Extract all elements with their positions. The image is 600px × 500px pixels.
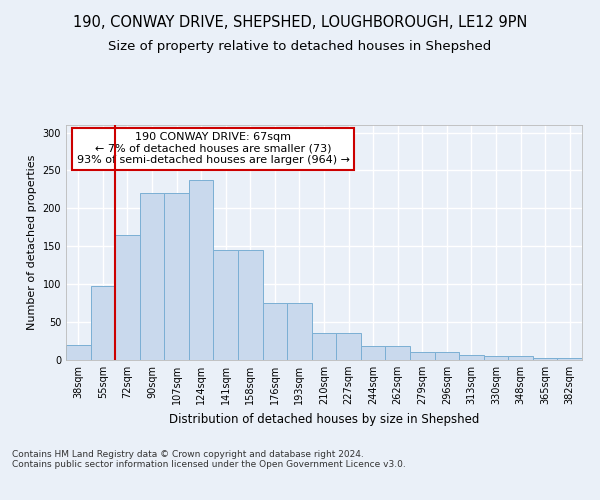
- Bar: [508, 356, 533, 360]
- Text: 190, CONWAY DRIVE, SHEPSHED, LOUGHBOROUGH, LE12 9PN: 190, CONWAY DRIVE, SHEPSHED, LOUGHBOROUG…: [73, 15, 527, 30]
- Bar: [115, 235, 140, 360]
- Bar: [312, 334, 336, 360]
- Bar: [434, 352, 459, 360]
- Bar: [533, 358, 557, 360]
- Y-axis label: Number of detached properties: Number of detached properties: [27, 155, 37, 330]
- Text: 190 CONWAY DRIVE: 67sqm
← 7% of detached houses are smaller (73)
93% of semi-det: 190 CONWAY DRIVE: 67sqm ← 7% of detached…: [77, 132, 350, 165]
- Text: Distribution of detached houses by size in Shepshed: Distribution of detached houses by size …: [169, 412, 479, 426]
- Bar: [336, 334, 361, 360]
- Text: Contains HM Land Registry data © Crown copyright and database right 2024.
Contai: Contains HM Land Registry data © Crown c…: [12, 450, 406, 469]
- Bar: [91, 286, 115, 360]
- Bar: [238, 250, 263, 360]
- Bar: [189, 180, 214, 360]
- Bar: [484, 356, 508, 360]
- Bar: [140, 193, 164, 360]
- Bar: [214, 250, 238, 360]
- Bar: [557, 358, 582, 360]
- Bar: [410, 352, 434, 360]
- Text: Size of property relative to detached houses in Shepshed: Size of property relative to detached ho…: [109, 40, 491, 53]
- Bar: [66, 345, 91, 360]
- Bar: [263, 303, 287, 360]
- Bar: [385, 346, 410, 360]
- Bar: [459, 354, 484, 360]
- Bar: [164, 193, 189, 360]
- Bar: [287, 303, 312, 360]
- Bar: [361, 346, 385, 360]
